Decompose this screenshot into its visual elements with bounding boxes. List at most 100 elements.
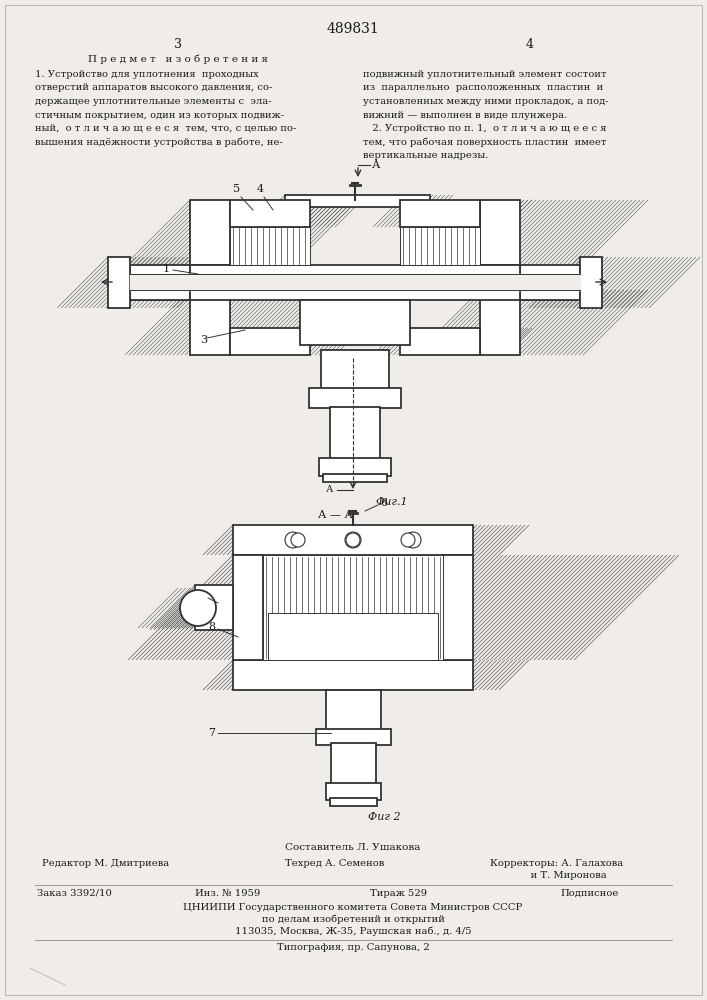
Bar — [190, 265, 520, 300]
Bar — [230, 227, 310, 265]
Circle shape — [346, 533, 360, 547]
Bar — [309, 388, 401, 408]
Bar — [400, 328, 480, 355]
Text: ный,  о т л и ч а ю щ е е с я  тем, что, с целью по-: ный, о т л и ч а ю щ е е с я тем, что, с… — [35, 124, 296, 133]
Bar — [130, 265, 190, 275]
Text: А: А — [372, 160, 380, 170]
Bar — [190, 200, 230, 265]
Bar — [520, 290, 580, 300]
Text: А: А — [326, 486, 333, 494]
Bar — [443, 555, 473, 660]
Bar — [520, 265, 580, 275]
Text: из  параллельно  расположенных  пластин  и: из параллельно расположенных пластин и — [363, 84, 603, 93]
Text: установленных между ними прокладок, а под-: установленных между ними прокладок, а по… — [363, 97, 609, 106]
Bar — [400, 227, 480, 265]
Bar — [480, 200, 520, 265]
Circle shape — [345, 532, 361, 548]
Bar — [316, 729, 391, 745]
Bar — [285, 195, 430, 207]
Bar — [330, 798, 377, 806]
Bar — [321, 350, 389, 390]
Text: 489831: 489831 — [327, 22, 380, 36]
Text: и Т. Миронова: и Т. Миронова — [490, 871, 607, 880]
Text: Заказ 3392/10: Заказ 3392/10 — [37, 889, 112, 898]
Bar — [178, 588, 220, 628]
Bar — [520, 290, 580, 300]
Bar — [480, 290, 520, 355]
Text: 2: 2 — [198, 591, 205, 601]
Bar — [233, 525, 473, 555]
Bar — [580, 257, 602, 308]
Bar — [190, 200, 230, 265]
Bar — [300, 300, 410, 345]
Text: 6: 6 — [380, 498, 387, 508]
Text: стичным покрытием, один из которых подвиж-: стичным покрытием, один из которых подви… — [35, 110, 284, 119]
Text: 2. Устройство по п. 1,  о т л и ч а ю щ е е с я: 2. Устройство по п. 1, о т л и ч а ю щ е… — [363, 124, 607, 133]
Bar — [480, 290, 520, 355]
Bar — [233, 555, 263, 660]
Text: отверстий аппаратов высокого давления, со-: отверстий аппаратов высокого давления, с… — [35, 84, 272, 93]
Text: 5: 5 — [233, 184, 240, 194]
Text: подвижный уплотнительный элемент состоит: подвижный уплотнительный элемент состоит — [363, 70, 607, 79]
Text: вышения надёжности устройства в работе, не-: вышения надёжности устройства в работе, … — [35, 137, 283, 147]
Text: Фиг.1: Фиг.1 — [375, 497, 408, 507]
Bar — [108, 257, 130, 308]
Bar — [319, 458, 391, 476]
Bar — [443, 555, 473, 660]
Text: Корректоры: А. Галахова: Корректоры: А. Галахова — [490, 859, 624, 868]
Text: 3: 3 — [174, 38, 182, 51]
Bar — [330, 407, 380, 460]
Bar — [190, 290, 230, 355]
Bar — [520, 265, 580, 300]
Bar — [331, 743, 376, 785]
Text: ЦНИИПИ Государственного комитета Совета Министров СССР: ЦНИИПИ Государственного комитета Совета … — [183, 903, 522, 912]
Text: 1. Устройство для уплотнения  проходных: 1. Устройство для уплотнения проходных — [35, 70, 259, 79]
Text: по делам изобретений и открытий: по делам изобретений и открытий — [262, 915, 445, 924]
Bar — [520, 265, 580, 275]
Bar — [190, 290, 230, 355]
Text: вижний — выполнен в виде плунжера.: вижний — выполнен в виде плунжера. — [363, 110, 567, 119]
Bar — [230, 328, 310, 355]
Text: вертикальные надрезы.: вертикальные надрезы. — [363, 151, 489, 160]
Text: 4: 4 — [526, 38, 534, 51]
Bar — [230, 200, 310, 227]
Text: А — А: А — А — [317, 510, 352, 520]
Bar — [130, 265, 190, 300]
Bar — [230, 200, 310, 227]
Bar — [326, 783, 381, 800]
Bar — [285, 195, 430, 207]
Bar — [323, 474, 387, 482]
Text: держащее уплотнительные элементы с  эла-: держащее уплотнительные элементы с эла- — [35, 97, 271, 106]
Bar — [233, 525, 473, 555]
Circle shape — [401, 533, 415, 547]
Text: Тираж 529: Тираж 529 — [370, 889, 427, 898]
Text: Типография, пр. Сапунова, 2: Типография, пр. Сапунова, 2 — [276, 943, 429, 952]
Bar — [400, 200, 480, 227]
Text: 8: 8 — [208, 622, 215, 632]
Bar — [400, 328, 480, 355]
Bar — [233, 660, 473, 690]
Text: 1: 1 — [163, 264, 170, 274]
Bar — [400, 200, 480, 227]
Bar — [480, 200, 520, 265]
Circle shape — [180, 590, 216, 626]
Bar — [195, 585, 233, 630]
Text: 3: 3 — [200, 335, 207, 345]
Bar — [108, 257, 130, 308]
Text: Инз. № 1959: Инз. № 1959 — [195, 889, 260, 898]
Text: Редактор М. Дмитриева: Редактор М. Дмитриева — [42, 859, 169, 868]
Bar — [580, 257, 602, 308]
Circle shape — [285, 532, 301, 548]
Bar — [130, 290, 190, 300]
Text: Составитель Л. Ушакова: Составитель Л. Ушакова — [286, 843, 421, 852]
Bar — [233, 555, 263, 660]
Text: 113035, Москва, Ж-35, Раушская наб., д. 4/5: 113035, Москва, Ж-35, Раушская наб., д. … — [235, 927, 472, 936]
Text: Техред А. Семенов: Техред А. Семенов — [285, 859, 384, 868]
Bar — [233, 660, 473, 690]
Bar — [230, 328, 310, 355]
Text: Фиг 2: Фиг 2 — [368, 812, 401, 822]
Text: П р е д м е т   и з о б р е т е н и я: П р е д м е т и з о б р е т е н и я — [88, 54, 268, 64]
Text: Подписное: Подписное — [560, 889, 619, 898]
Circle shape — [405, 532, 421, 548]
Bar — [195, 585, 233, 630]
